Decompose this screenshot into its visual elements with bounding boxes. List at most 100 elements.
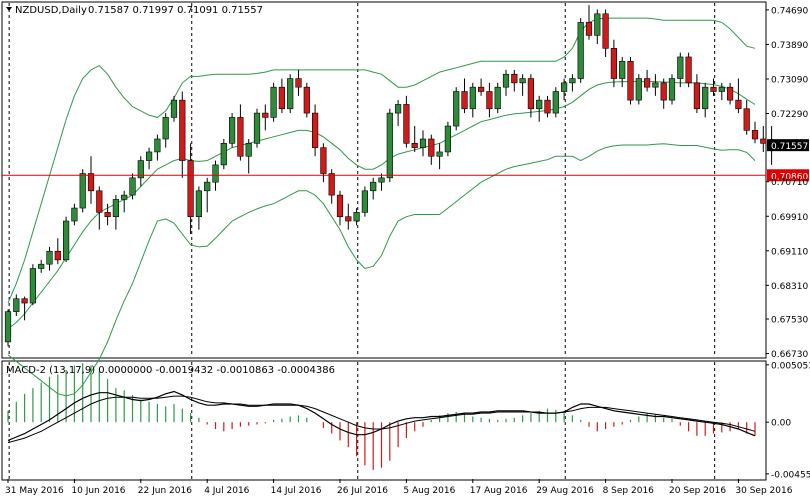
candle-body — [760, 138, 767, 144]
candle-body — [710, 86, 717, 92]
candle-body — [643, 78, 651, 88]
candle-body — [187, 160, 194, 217]
price-axis: 0.70860 0.71557 0.74690 0.73890 0.73090 0.722… — [766, 6, 809, 360]
candle-54 — [453, 87, 460, 131]
candle-body — [660, 82, 667, 101]
candle-body — [726, 86, 734, 101]
candle-body — [527, 78, 534, 110]
candle-83 — [693, 74, 700, 114]
candle-body — [403, 104, 410, 144]
candle-6 — [54, 238, 61, 265]
candle-17 — [146, 147, 153, 170]
level-price-label: 0.70860 — [771, 172, 808, 182]
candle-57 — [477, 78, 485, 96]
candle-body — [195, 190, 203, 217]
macd-axis: 0.005053 0.00 -0.004551 — [766, 361, 810, 480]
candle-body — [552, 91, 559, 114]
candle-44 — [370, 177, 377, 200]
candle-body — [353, 212, 360, 222]
candle-55 — [461, 78, 468, 114]
candle-body — [461, 91, 468, 110]
candle-body — [619, 60, 626, 79]
candle-5 — [46, 246, 53, 271]
candle-body — [4, 311, 12, 343]
price-tick-label-7: 0.68310 — [771, 282, 808, 292]
candle-body — [419, 138, 427, 148]
candle-42 — [353, 208, 360, 226]
candle-49 — [411, 126, 418, 152]
candle-body — [220, 143, 227, 166]
candle-88 — [735, 78, 742, 114]
candle-15 — [129, 173, 136, 200]
candle-body — [718, 86, 725, 92]
candle-52 — [436, 143, 443, 170]
candle-63 — [527, 74, 534, 118]
price-tick-label-5: 0.69910 — [771, 213, 808, 223]
price-tick-label-4: 0.70710 — [771, 178, 808, 188]
candle-0 — [4, 309, 12, 347]
candle-45 — [378, 173, 385, 191]
price-tick-label-1: 0.73890 — [771, 41, 808, 51]
candle-19 — [162, 113, 169, 148]
candle-body — [54, 250, 61, 261]
macd-title: MACD-2 (13,17,9) 0.0000000 -0.0019432 -0… — [6, 365, 335, 376]
time-tick-label-11: 30 Sep 2016 — [735, 486, 792, 496]
candle-body — [345, 216, 352, 222]
price-tick-label-0: 0.74690 — [771, 6, 808, 16]
candle-body — [87, 173, 95, 192]
candle-body — [668, 78, 676, 101]
candle-body — [13, 298, 20, 312]
candle-body — [146, 151, 153, 161]
candle-body — [602, 13, 609, 49]
candle-2 — [21, 296, 28, 321]
candle-11 — [96, 186, 103, 230]
candle-body — [270, 86, 277, 118]
candle-91 — [760, 126, 767, 152]
time-tick-label-0: 31 May 2016 — [5, 486, 64, 496]
candle-body — [693, 82, 700, 110]
candle-32 — [270, 82, 277, 122]
candle-71 — [594, 9, 601, 45]
candle-body — [237, 117, 244, 157]
candle-body — [46, 250, 53, 265]
candle-33 — [278, 78, 286, 114]
time-axis: 31 May 2016 10 Jun 2016 22 Jun 2016 4 Jul 2… — [5, 479, 793, 496]
candle-1 — [13, 294, 20, 316]
candle-48 — [403, 95, 410, 148]
candle-37 — [311, 104, 319, 157]
candle-73 — [610, 39, 617, 88]
candle-body — [212, 164, 219, 183]
candle-47 — [394, 100, 402, 127]
candle-78 — [652, 74, 659, 96]
candle-90 — [751, 121, 759, 144]
candle-body — [536, 99, 543, 110]
candle-body — [320, 147, 327, 174]
candle-body — [370, 181, 377, 192]
candle-61 — [511, 69, 518, 92]
candle-body — [71, 207, 78, 222]
candle-body — [577, 22, 584, 79]
candle-4 — [38, 259, 45, 273]
candle-68 — [569, 74, 576, 92]
candle-35 — [295, 69, 302, 96]
candle-body — [444, 125, 452, 153]
time-tick-label-6: 5 Aug 2016 — [403, 486, 455, 496]
candle-body — [436, 151, 443, 157]
candle-9 — [79, 169, 86, 213]
price-tick-label-3: 0.72290 — [771, 110, 808, 120]
macd-panel — [1, 360, 767, 481]
candle-body — [204, 181, 211, 192]
price-tick-label-8: 0.67530 — [771, 316, 808, 326]
candle-body — [519, 78, 526, 84]
candle-64 — [536, 95, 543, 122]
candle-body — [378, 177, 385, 183]
collapse-arrow-icon[interactable] — [6, 7, 12, 11]
candle-body — [253, 112, 261, 144]
candle-body — [162, 117, 169, 140]
candle-body — [170, 99, 178, 118]
symbol-header: NZDUSD,Daily 0.71587 0.71997 0.71091 0.7… — [6, 5, 263, 16]
candle-body — [594, 13, 601, 36]
ohlc-values: 0.71587 0.71997 0.71091 0.71557 — [88, 5, 263, 16]
candle-body — [336, 194, 344, 217]
